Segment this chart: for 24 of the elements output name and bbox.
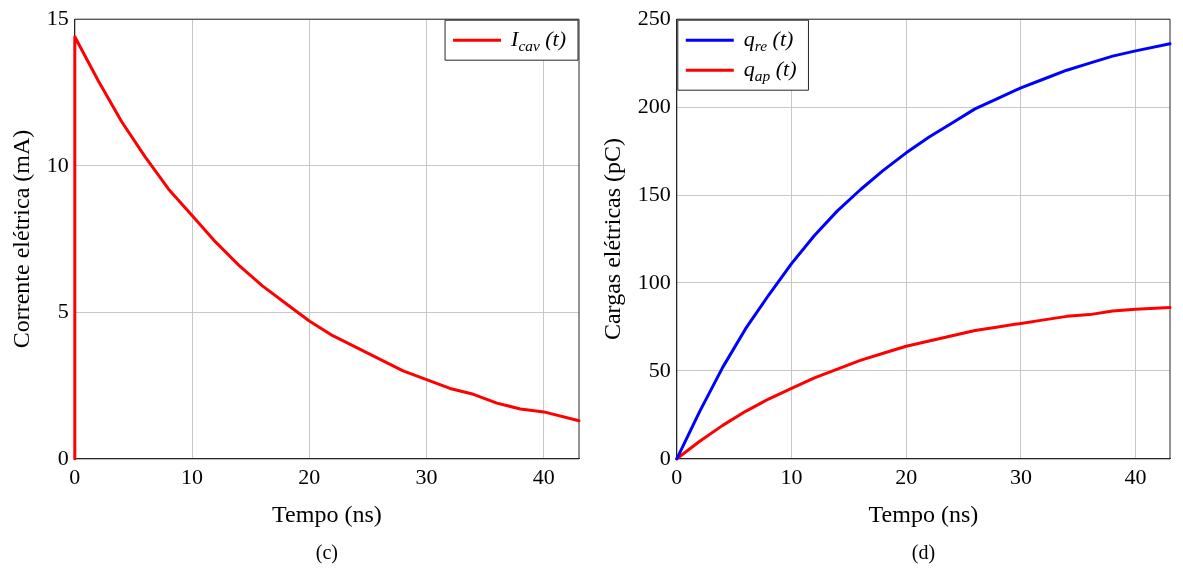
x-axis-title: Tempo (ns) bbox=[868, 500, 979, 527]
y-tick-label: 250 bbox=[637, 4, 671, 30]
text: (d) bbox=[911, 541, 936, 565]
y-axis-title: Corrente elétrica (mA) bbox=[7, 129, 34, 349]
y-tick-label: 200 bbox=[637, 92, 671, 118]
x-tick-label: 40 bbox=[1124, 463, 1147, 489]
y-tick-label: 10 bbox=[46, 151, 69, 177]
x-tick-label: 20 bbox=[298, 463, 321, 489]
y-tick-label: 15 bbox=[46, 4, 69, 30]
x-tick-label: 30 bbox=[415, 463, 438, 489]
y-tick-label: 0 bbox=[659, 444, 671, 470]
x-tick-label: 20 bbox=[895, 463, 918, 489]
y-axis-title: Cargas elétricas (pC) bbox=[598, 137, 625, 341]
y-tick-label: 150 bbox=[637, 180, 671, 206]
x-tick-label: 40 bbox=[532, 463, 555, 489]
x-tick-label: 10 bbox=[181, 463, 204, 489]
text: (c) bbox=[315, 541, 338, 565]
y-tick-label: 100 bbox=[637, 268, 671, 294]
y-tick-label: 5 bbox=[57, 298, 69, 324]
x-tick-label: 10 bbox=[780, 463, 803, 489]
y-tick-label: 0 bbox=[57, 444, 69, 470]
y-tick-label: 50 bbox=[648, 356, 671, 382]
x-axis-title: Tempo (ns) bbox=[272, 500, 382, 527]
x-tick-label: 30 bbox=[1009, 463, 1032, 489]
